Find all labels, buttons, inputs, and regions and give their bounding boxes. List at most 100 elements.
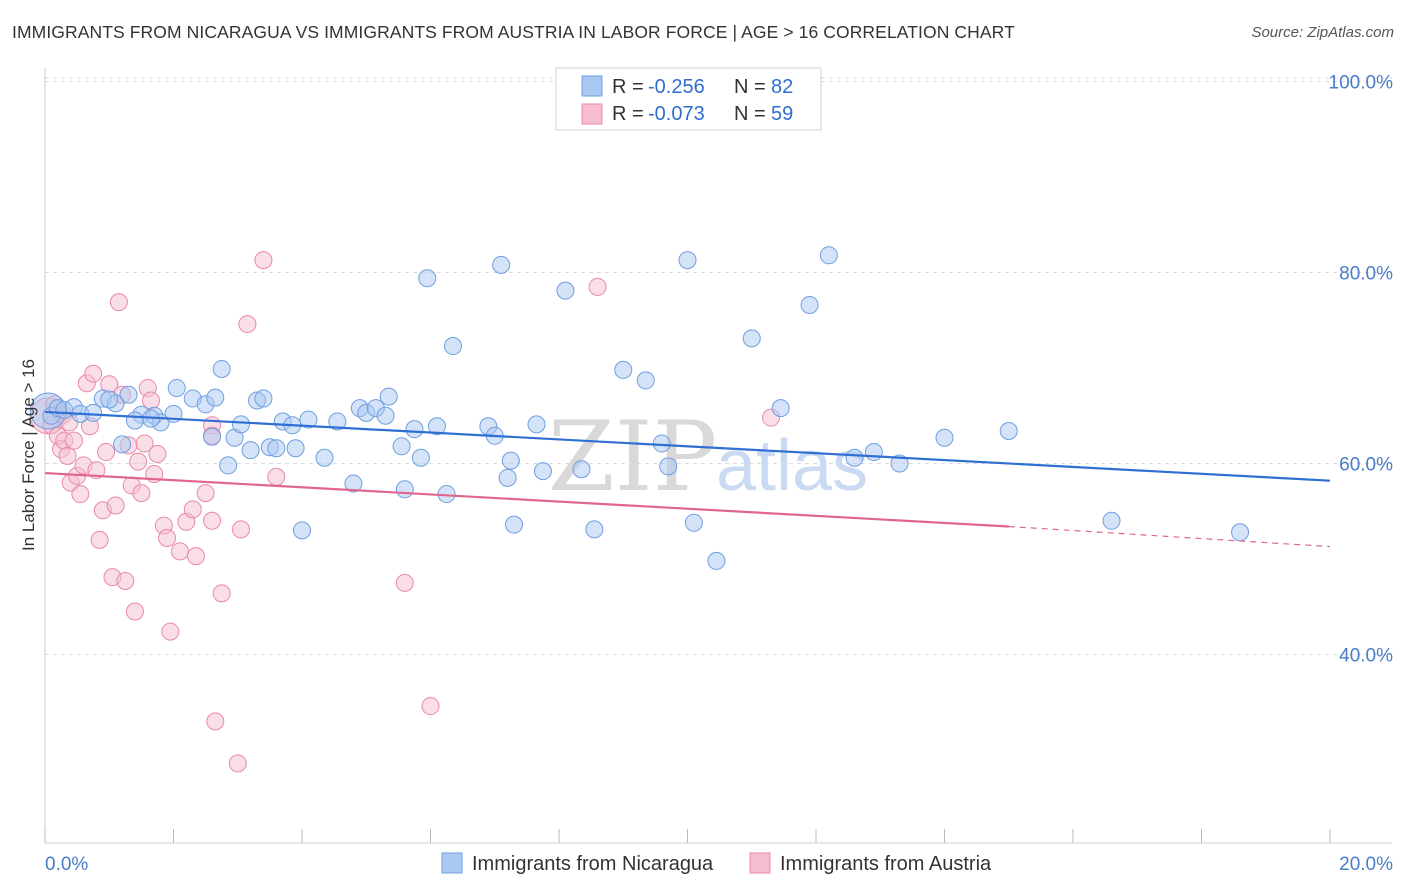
series-label-nicaragua: Immigrants from Nicaragua	[472, 853, 714, 875]
austria-point	[238, 315, 257, 334]
nicaragua-point	[113, 435, 132, 454]
austria-point	[135, 434, 154, 453]
austria-point	[64, 431, 83, 450]
nicaragua-point	[707, 551, 726, 570]
nicaragua-point	[418, 269, 437, 288]
nicaragua-point	[572, 460, 591, 479]
nicaragua-point	[231, 415, 250, 434]
nicaragua-point	[299, 410, 318, 429]
nicaragua-point	[636, 371, 655, 390]
austria-point	[267, 467, 286, 486]
austria-point	[132, 484, 151, 503]
austria-point	[87, 461, 106, 480]
austria-trend-line-extension	[1008, 525, 1331, 548]
watermark-zip: ZIP	[548, 401, 717, 513]
y-tick-label: 60.0%	[1339, 455, 1393, 476]
legend-r-label-1: R =	[612, 76, 644, 98]
nicaragua-point	[254, 389, 273, 408]
austria-point	[588, 277, 607, 296]
nicaragua-point	[556, 281, 575, 300]
legend-n-value-2: 59	[771, 103, 793, 125]
austria-point	[58, 446, 77, 465]
austria-point	[212, 584, 231, 603]
nicaragua-point	[119, 385, 138, 404]
x-tick-label-max: 20.0%	[1339, 854, 1393, 875]
nicaragua-point	[771, 399, 790, 418]
austria-point	[71, 485, 90, 504]
austria-point	[158, 528, 177, 547]
nicaragua-point	[100, 390, 119, 409]
y-tick-label: 100.0%	[1329, 73, 1394, 94]
nicaragua-point	[684, 513, 703, 532]
nicaragua-point	[585, 520, 604, 539]
austria-point	[116, 571, 135, 590]
austria-point	[421, 697, 440, 716]
nicaragua-point	[411, 448, 430, 467]
axes	[44, 68, 1392, 844]
nicaragua-point	[212, 359, 231, 378]
nicaragua-point	[505, 515, 524, 534]
nicaragua-point	[527, 415, 546, 434]
austria-point	[161, 622, 180, 641]
nicaragua-point	[864, 443, 883, 462]
nicaragua-point	[652, 434, 671, 453]
austria-point	[148, 444, 167, 463]
nicaragua-point	[125, 411, 144, 430]
legend-swatch-blue	[581, 75, 603, 97]
series-legend: Immigrants from Nicaragua Immigrants fro…	[441, 852, 992, 875]
nicaragua-point	[492, 255, 511, 274]
nicaragua-point	[659, 457, 678, 476]
austria-point	[129, 452, 148, 471]
nicaragua-point	[376, 406, 395, 425]
watermark-atlas: atlas	[716, 426, 868, 506]
series-swatch-austria	[749, 852, 771, 874]
austria-point	[254, 251, 273, 270]
nicaragua-point	[241, 441, 260, 460]
y-tick-label: 80.0%	[1339, 264, 1393, 285]
nicaragua-point	[293, 521, 311, 540]
nicaragua-point	[395, 480, 414, 499]
austria-point	[183, 500, 202, 519]
nicaragua-point	[219, 456, 238, 475]
nicaragua-point	[379, 387, 398, 406]
austria-point	[231, 520, 250, 539]
austria-trend-line	[44, 471, 1009, 528]
nicaragua-point	[344, 474, 363, 493]
nicaragua-point	[845, 448, 864, 467]
nicaragua-point	[999, 422, 1018, 441]
austria-point	[186, 547, 205, 566]
series-swatch-nicaragua	[441, 852, 463, 874]
nicaragua-point	[1231, 523, 1250, 542]
legend-n-label-2: N =	[734, 103, 766, 125]
nicaragua-point	[1102, 511, 1121, 530]
nicaragua-point	[267, 439, 286, 458]
austria-point	[142, 391, 161, 410]
x-tick-label-min: 0.0%	[45, 854, 88, 875]
austria-point	[203, 511, 222, 530]
legend-r-value-1: -0.256	[648, 76, 705, 98]
austria-point	[228, 754, 247, 773]
austria-point	[84, 364, 103, 383]
austria-point	[395, 573, 414, 592]
nicaragua-point	[206, 388, 225, 407]
x-tick-labels: 0.0% 20.0%	[45, 854, 1393, 875]
legend-n-value-1: 82	[771, 76, 793, 98]
austria-point	[90, 530, 109, 549]
nicaragua-point	[315, 448, 334, 467]
nicaragua-point	[800, 295, 819, 314]
austria-point	[106, 496, 125, 515]
nicaragua-point	[678, 251, 697, 270]
austria-point	[196, 484, 215, 503]
nicaragua-point	[405, 420, 424, 439]
correlation-legend: R = -0.256 N = 82 R = -0.073 N = 59	[555, 67, 822, 131]
y-tick-label: 40.0%	[1339, 646, 1393, 667]
nicaragua-point	[819, 246, 838, 265]
nicaragua-point	[533, 462, 552, 481]
legend-swatch-pink	[581, 103, 603, 125]
nicaragua-point	[935, 428, 954, 447]
nicaragua-point	[203, 427, 222, 446]
legend-r-value-2: -0.073	[648, 103, 705, 125]
nicaragua-point	[614, 360, 633, 379]
nicaragua-point	[443, 337, 462, 356]
